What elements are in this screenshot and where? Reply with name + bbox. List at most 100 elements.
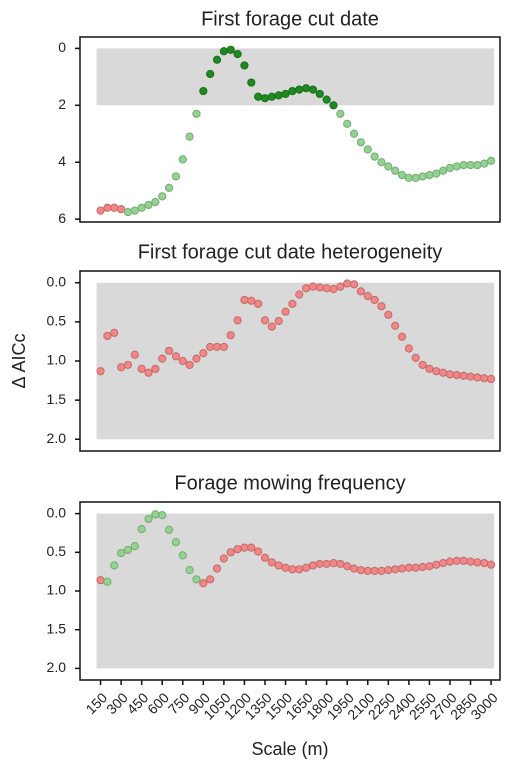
point [158, 511, 167, 520]
point [110, 561, 119, 570]
point [274, 561, 283, 570]
point [233, 49, 242, 59]
point [247, 296, 256, 305]
point [418, 360, 427, 370]
point [281, 307, 290, 316]
point [322, 284, 331, 293]
point [192, 354, 201, 363]
point [370, 295, 379, 305]
point [418, 562, 427, 572]
point [432, 367, 441, 376]
y-tick-label: 0.0 [47, 273, 67, 289]
point [185, 566, 194, 575]
point [281, 89, 290, 99]
point [370, 566, 379, 575]
point [329, 101, 338, 110]
point [178, 155, 187, 164]
point [370, 152, 379, 161]
point [206, 342, 215, 352]
point [151, 197, 160, 207]
point [267, 558, 276, 567]
point [226, 331, 235, 340]
point [329, 559, 338, 568]
point [199, 579, 208, 588]
point [212, 564, 222, 573]
shaded-band [96, 513, 495, 669]
point [110, 203, 119, 212]
point [212, 55, 222, 64]
y-tick-label: 0 [58, 39, 66, 55]
point [206, 575, 215, 584]
point [117, 363, 126, 372]
point [260, 553, 270, 562]
y-tick-label: 2.0 [47, 430, 67, 446]
point [315, 559, 324, 569]
point [260, 316, 270, 325]
point [473, 160, 482, 170]
point [226, 548, 235, 557]
point [397, 170, 407, 180]
point [349, 564, 359, 573]
y-tick-label: 1.5 [47, 620, 67, 636]
point [466, 372, 475, 381]
point [411, 353, 420, 362]
point [411, 173, 420, 182]
point [254, 299, 263, 308]
y-tick-label: 0.5 [47, 543, 67, 559]
point [260, 94, 270, 103]
point [199, 86, 208, 96]
point [219, 47, 228, 56]
point [164, 525, 174, 534]
point [281, 563, 290, 572]
point [267, 322, 276, 331]
point [425, 562, 434, 571]
point [391, 565, 400, 574]
shaded-band [96, 48, 495, 106]
point [274, 91, 283, 100]
point [171, 538, 181, 547]
point [123, 207, 133, 217]
chart-title: Forage mowing frequency [174, 472, 405, 494]
point [130, 206, 139, 215]
point [158, 354, 167, 363]
point [96, 206, 105, 215]
point [137, 203, 146, 212]
point [103, 203, 112, 212]
y-tick-label: 0.5 [47, 313, 67, 329]
point [302, 84, 311, 93]
point [452, 162, 461, 171]
point [445, 163, 455, 173]
point [240, 61, 249, 70]
point [322, 559, 331, 569]
point [240, 295, 249, 305]
point [233, 545, 242, 554]
x-axis-label: Scale (m) [251, 739, 328, 759]
point [356, 138, 366, 147]
point [329, 284, 338, 294]
point [404, 173, 413, 182]
point [295, 290, 304, 299]
point [110, 328, 119, 337]
point [439, 559, 448, 568]
point [473, 558, 482, 567]
point [343, 279, 352, 288]
plot-frame [79, 36, 501, 223]
point [226, 45, 235, 54]
y-tick-label: 1.0 [47, 582, 67, 598]
point [308, 85, 318, 94]
point [384, 566, 393, 575]
y-tick-label: 1.0 [47, 352, 67, 368]
point [391, 166, 400, 175]
point [96, 367, 105, 376]
point [404, 344, 413, 353]
point [144, 514, 153, 524]
y-tick-label: 0.0 [47, 504, 67, 520]
point [171, 352, 181, 361]
point [103, 331, 112, 341]
point [137, 524, 146, 534]
point [425, 170, 434, 180]
point [459, 556, 468, 565]
point [397, 564, 407, 573]
y-tick-label: 4 [58, 153, 66, 169]
